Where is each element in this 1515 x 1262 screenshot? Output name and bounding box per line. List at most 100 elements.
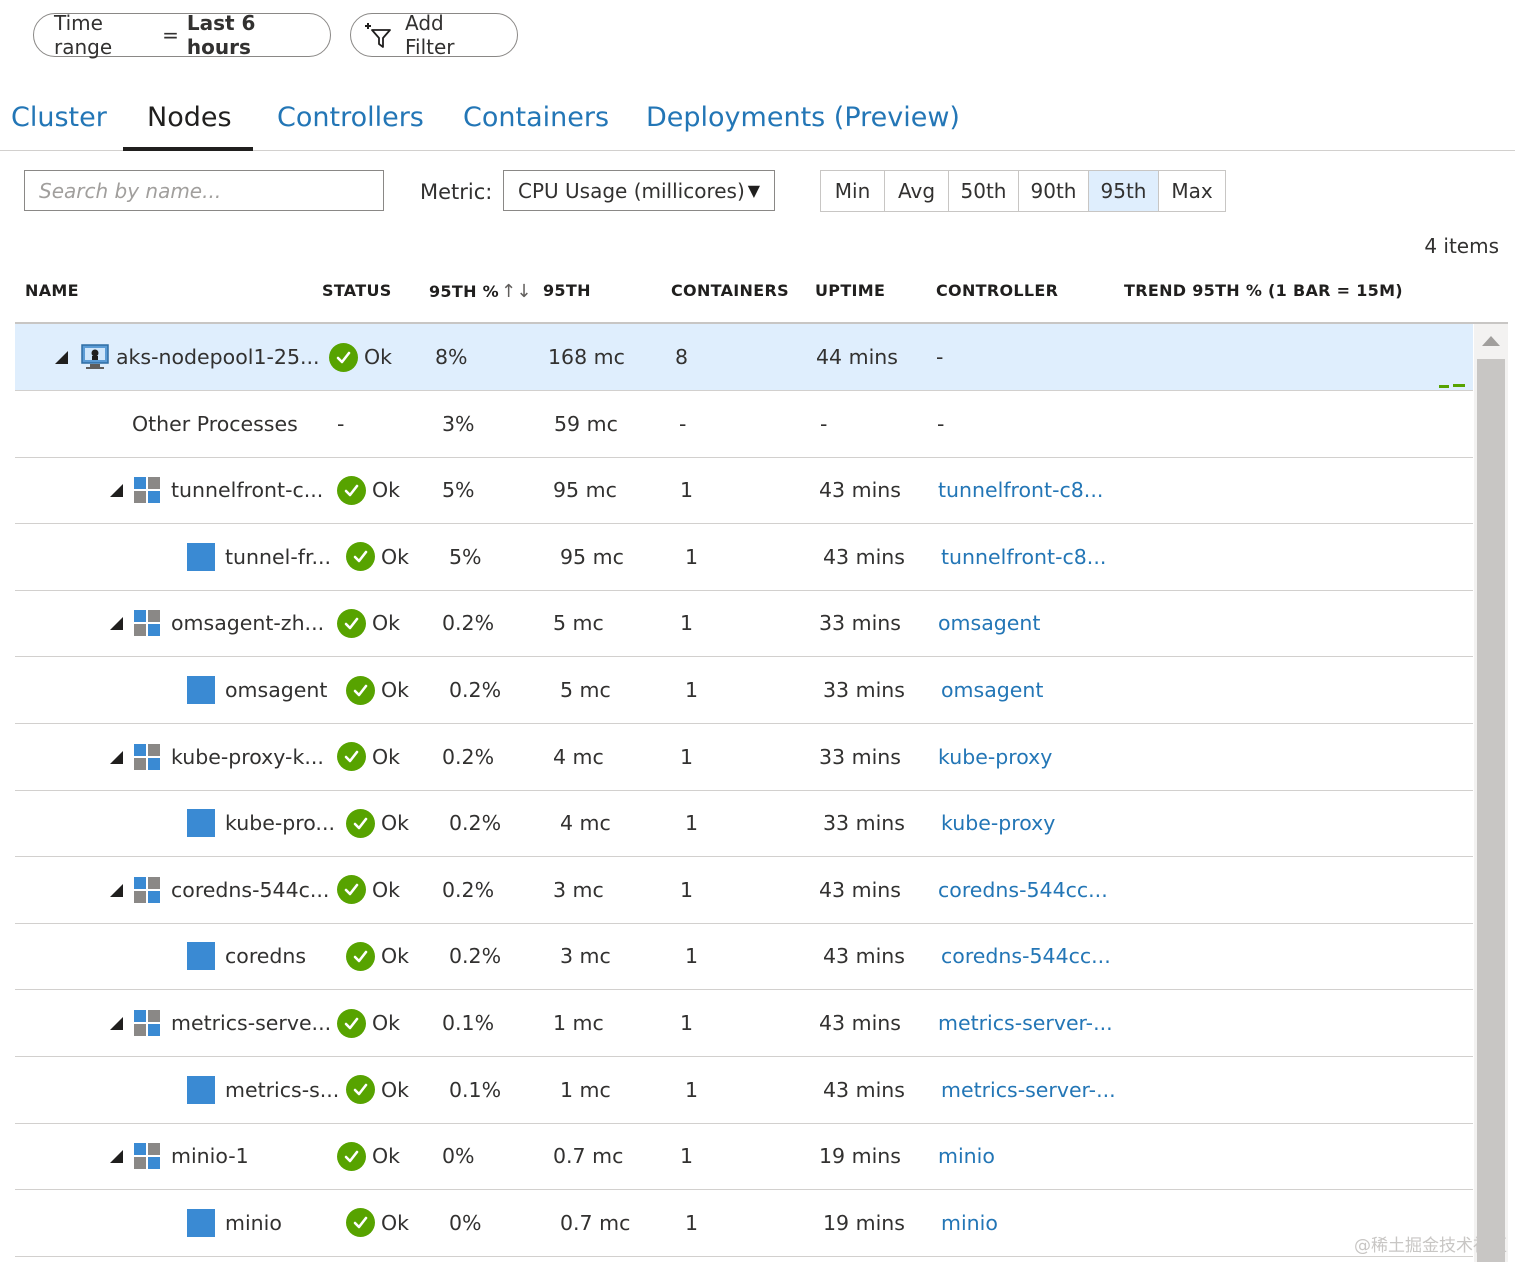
name-cell: omsagent xyxy=(187,657,327,723)
controller-link[interactable]: minio xyxy=(941,1210,998,1235)
uptime-cell: 43 mins xyxy=(819,877,901,902)
controller-link[interactable]: metrics-server-... xyxy=(941,1077,1116,1102)
containers-cell: 1 xyxy=(680,1011,694,1035)
p95-value-cell: 3 mc xyxy=(560,944,611,969)
col-status[interactable]: STATUS xyxy=(322,281,392,300)
controller-link[interactable]: omsagent xyxy=(941,678,1044,702)
ok-check-icon xyxy=(337,742,366,772)
status-text: Ok xyxy=(381,678,410,702)
search-input[interactable] xyxy=(24,170,384,211)
col-trend: TREND 95TH % (1 BAR = 15M) xyxy=(1124,281,1403,300)
ok-check-icon xyxy=(346,542,375,572)
percentile-95th[interactable]: 95th xyxy=(1089,171,1159,211)
row-name: Other Processes xyxy=(132,411,298,436)
controller-link[interactable]: kube-proxy xyxy=(941,811,1056,836)
scroll-up-icon[interactable] xyxy=(1482,336,1500,346)
collapse-triangle-icon[interactable] xyxy=(110,750,123,764)
row-name: tunnel-fr... xyxy=(225,544,332,569)
collapse-triangle-icon[interactable] xyxy=(110,1150,123,1164)
scrollbar[interactable] xyxy=(1474,324,1508,1262)
other-processes-row[interactable]: Other Processes - 3% 59 mc - - - xyxy=(15,391,1473,458)
uptime-cell: 43 mins xyxy=(823,544,905,569)
metric-value: CPU Usage (millicores) xyxy=(518,178,745,203)
pod-row[interactable]: omsagent-zh... Ok 0.2% 5 mc 1 33 mins omsagent xyxy=(15,590,1473,658)
collapse-triangle-icon[interactable] xyxy=(110,1017,123,1030)
pod-row[interactable]: tunnelfront-c... Ok 5% 95 mc 1 43 mins tunnelf… xyxy=(15,457,1473,525)
controller-link[interactable]: omsagent xyxy=(938,611,1041,636)
col-p95[interactable]: 95TH xyxy=(543,281,591,300)
percentile-50th[interactable]: 50th xyxy=(949,171,1019,211)
uptime-cell: - xyxy=(820,411,828,436)
status-cell: Ok xyxy=(337,724,400,790)
status-cell: Ok xyxy=(329,324,392,390)
controller-link[interactable]: minio xyxy=(938,1144,995,1169)
status-cell: Ok xyxy=(346,923,409,989)
col-name[interactable]: NAME xyxy=(25,281,79,300)
status-cell: Ok xyxy=(337,990,400,1056)
row-name: kube-proxy-k... xyxy=(171,744,324,769)
container-row[interactable]: kube-pro... Ok 0.2% 4 mc 1 33 mins kube-proxy xyxy=(15,790,1473,858)
collapse-triangle-icon[interactable] xyxy=(55,351,68,364)
metric-dropdown[interactable]: CPU Usage (millicores) ▼ xyxy=(503,170,775,211)
name-cell: metrics-s... xyxy=(187,1057,339,1123)
container-row[interactable]: metrics-s... Ok 0.1% 1 mc 1 43 mins metrics-se… xyxy=(15,1057,1473,1124)
ok-check-icon xyxy=(337,1008,366,1038)
add-filter-button[interactable]: Add Filter xyxy=(350,11,518,59)
container-row[interactable]: minio Ok 0% 0.7 mc 1 19 mins minio xyxy=(15,1190,1473,1257)
controller-link[interactable]: coredns-544cc... xyxy=(941,944,1111,969)
uptime-cell: 19 mins xyxy=(823,1210,905,1235)
container-row[interactable]: tunnel-fr... Ok 5% 95 mc 1 43 mins tunnelfront… xyxy=(15,524,1473,591)
uptime-cell: 19 mins xyxy=(819,1144,901,1169)
container-icon xyxy=(187,1208,215,1237)
tab-deployments[interactable]: Deployments (Preview) xyxy=(646,102,960,133)
collapse-triangle-icon[interactable] xyxy=(110,617,123,631)
pod-row[interactable]: metrics-serve... Ok 0.1% 1 mc 1 43 mins metric… xyxy=(15,990,1473,1057)
tab-containers[interactable]: Containers xyxy=(463,102,610,133)
ok-check-icon xyxy=(337,608,366,638)
items-count: 4 items xyxy=(1424,234,1499,258)
ok-check-icon xyxy=(337,475,366,505)
collapse-triangle-icon[interactable] xyxy=(110,484,123,498)
tab-controllers[interactable]: Controllers xyxy=(277,102,424,133)
uptime-cell: 44 mins xyxy=(816,345,898,369)
controller-cell: - xyxy=(937,411,945,436)
node-row[interactable]: aks-nodepool1-25... Ok 8% 168 mc 8 44 mins - xyxy=(15,324,1473,391)
percentile-min[interactable]: Min xyxy=(821,171,885,211)
scroll-thumb[interactable] xyxy=(1477,359,1505,1262)
controller-link[interactable]: coredns-544cc... xyxy=(938,877,1108,902)
containers-cell: 1 xyxy=(680,478,694,503)
pod-row[interactable]: coredns-544c... Ok 0.2% 3 mc 1 43 mins coredns… xyxy=(15,857,1473,924)
controller-link[interactable]: tunnelfront-c8... xyxy=(941,544,1107,569)
percentile-90th[interactable]: 90th xyxy=(1019,171,1089,211)
name-cell: metrics-serve... xyxy=(133,990,331,1056)
container-row[interactable]: coredns Ok 0.2% 3 mc 1 43 mins coredns-544cc..… xyxy=(15,923,1473,991)
time-range-eq: = xyxy=(162,23,179,47)
controller-link[interactable]: metrics-server-... xyxy=(938,1011,1113,1035)
controller-link[interactable]: tunnelfront-c8... xyxy=(938,478,1104,503)
container-row[interactable]: omsagent Ok 0.2% 5 mc 1 33 mins omsagent xyxy=(15,657,1473,724)
row-name: minio xyxy=(225,1210,282,1235)
status-text: Ok xyxy=(372,1011,401,1035)
controller-link[interactable]: kube-proxy xyxy=(938,744,1053,769)
status-text: Ok xyxy=(372,744,401,769)
p95-pct-cell: 3% xyxy=(442,411,475,436)
col-p95-pct[interactable]: 95TH % ↑↓ xyxy=(429,281,532,302)
col-p95-pct-label: 95TH % xyxy=(429,282,499,301)
p95-value-cell: 5 mc xyxy=(553,611,604,636)
pod-row[interactable]: kube-proxy-k... Ok 0.2% 4 mc 1 33 mins kube-pr… xyxy=(15,724,1473,791)
name-cell: kube-pro... xyxy=(187,790,335,856)
uptime-cell: 33 mins xyxy=(823,811,905,836)
col-controller[interactable]: CONTROLLER xyxy=(936,281,1059,300)
ok-check-icon xyxy=(337,1141,366,1171)
name-cell: aks-nodepool1-25... xyxy=(80,324,320,390)
tab-nodes[interactable]: Nodes xyxy=(147,102,232,133)
tab-cluster[interactable]: Cluster xyxy=(11,102,107,133)
p95-pct-cell: 0.2% xyxy=(442,877,495,902)
col-uptime[interactable]: UPTIME xyxy=(815,281,886,300)
time-range-filter[interactable]: Time range = Last 6 hours xyxy=(33,11,331,59)
percentile-avg[interactable]: Avg xyxy=(885,171,949,211)
percentile-max[interactable]: Max xyxy=(1171,179,1213,203)
col-containers[interactable]: CONTAINERS xyxy=(671,281,789,300)
pod-row[interactable]: minio-1 Ok 0% 0.7 mc 1 19 mins minio xyxy=(15,1123,1473,1191)
collapse-triangle-icon[interactable] xyxy=(110,883,123,897)
